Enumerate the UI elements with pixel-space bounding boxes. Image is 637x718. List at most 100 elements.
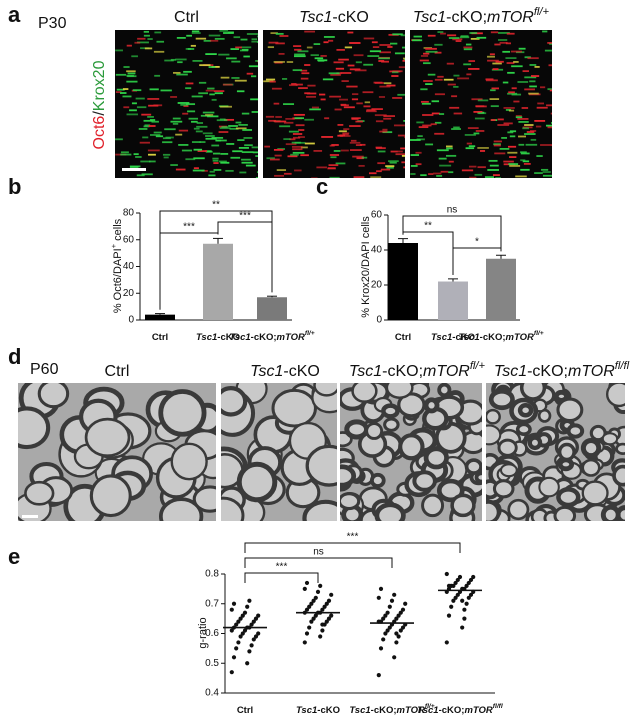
nucleus <box>490 89 496 92</box>
bar <box>388 243 418 320</box>
nucleus <box>197 150 207 152</box>
nucleus <box>499 41 508 44</box>
nucleus <box>530 138 537 141</box>
nucleus <box>387 46 393 48</box>
axon <box>271 388 317 428</box>
nucleus <box>453 126 460 129</box>
data-point <box>304 631 310 636</box>
nucleus <box>151 120 159 123</box>
axon <box>527 435 543 451</box>
nucleus <box>397 134 405 137</box>
data-point <box>385 610 390 615</box>
nucleus <box>353 54 364 57</box>
nucleus <box>352 155 364 158</box>
text-part: -cKO; <box>371 705 397 716</box>
axon <box>556 397 584 423</box>
nucleus <box>266 157 275 160</box>
axon <box>464 458 482 475</box>
nucleus <box>273 61 285 63</box>
data-point <box>455 577 460 583</box>
nucleus <box>126 70 136 73</box>
nucleus <box>485 78 494 81</box>
nucleus <box>300 154 309 157</box>
nucleus <box>135 97 145 100</box>
nucleus <box>392 33 403 36</box>
nucleus <box>460 35 469 38</box>
data-point <box>249 643 254 648</box>
nucleus <box>420 174 427 177</box>
nucleus <box>136 106 147 109</box>
nucleus <box>147 98 160 100</box>
text-part: -cKO; <box>480 332 506 343</box>
nucleus <box>378 96 386 98</box>
axon <box>557 442 576 462</box>
nucleus <box>335 67 345 70</box>
nucleus <box>216 119 228 122</box>
nucleus <box>545 124 552 127</box>
nucleus <box>548 64 552 67</box>
nucleus <box>497 32 510 34</box>
nucleus <box>140 160 151 163</box>
y-tick-label: 60 <box>371 210 383 221</box>
axon <box>423 397 440 414</box>
nucleus <box>491 87 500 90</box>
nucleus <box>304 64 311 66</box>
nucleus <box>476 36 487 39</box>
nucleus <box>322 78 334 81</box>
nucleus <box>126 80 138 83</box>
significance-bracket <box>244 572 319 583</box>
text-part: Tsc1 <box>299 9 332 26</box>
nucleus <box>255 155 258 157</box>
nucleus <box>191 95 203 98</box>
nucleus <box>122 95 132 98</box>
nucleus <box>268 119 277 122</box>
text-part: / <box>91 111 108 116</box>
nucleus <box>214 37 225 40</box>
axon <box>344 419 370 440</box>
nucleus <box>383 117 392 120</box>
data-point <box>231 601 237 606</box>
panel-label: c <box>316 174 328 199</box>
nucleus <box>257 35 258 38</box>
data-point <box>313 613 318 618</box>
data-point <box>256 631 261 636</box>
nucleus <box>356 157 364 160</box>
nucleus <box>434 78 443 81</box>
nucleus <box>342 133 349 136</box>
nucleus <box>437 31 444 33</box>
nucleus <box>301 72 310 75</box>
nucleus <box>363 37 375 40</box>
data-point <box>304 607 310 612</box>
nucleus <box>411 39 423 42</box>
axon <box>486 424 502 446</box>
data-point <box>471 574 476 580</box>
nucleus <box>443 78 454 81</box>
nucleus <box>195 37 207 40</box>
axon <box>437 383 452 398</box>
data-point <box>249 622 254 627</box>
nucleus <box>245 164 256 167</box>
nucleus <box>547 126 552 129</box>
nucleus <box>274 120 287 123</box>
axon <box>517 403 534 418</box>
nucleus <box>546 104 552 107</box>
data-point <box>400 625 406 630</box>
nucleus <box>434 93 445 96</box>
nucleus <box>251 146 258 149</box>
nucleus <box>403 120 405 122</box>
data-point <box>394 640 399 645</box>
axon <box>581 458 601 477</box>
nucleus <box>347 31 354 34</box>
nucleus <box>214 92 223 95</box>
nucleus <box>383 82 392 85</box>
data-point <box>245 604 250 609</box>
significance-bracket <box>244 557 393 568</box>
nucleus <box>176 36 186 39</box>
nucleus <box>304 118 314 121</box>
scale-bar <box>22 515 38 518</box>
nucleus <box>318 93 326 96</box>
nucleus <box>524 88 535 91</box>
data-point <box>229 670 234 675</box>
nucleus <box>149 88 159 91</box>
data-point <box>251 619 256 624</box>
